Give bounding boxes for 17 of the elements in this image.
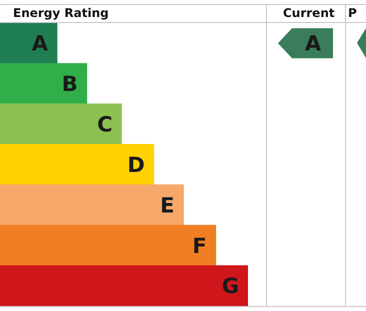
text: Current [283,6,335,20]
bar [0,63,88,104]
bar [0,144,154,186]
bar [0,184,184,226]
y-tick-label: E [160,193,175,218]
y-tick-label: C [97,112,113,137]
bar [0,23,58,64]
y-tick-label: D [127,152,145,177]
y-tick-label: F [192,234,207,258]
bar [0,224,216,266]
text: A [304,32,322,56]
y-tick-label: G [222,274,239,298]
chart-title: Energy Rating [13,6,109,20]
text: P [348,6,357,20]
y-tick-label: B [62,72,78,96]
bar [0,265,248,306]
bar [0,104,122,145]
